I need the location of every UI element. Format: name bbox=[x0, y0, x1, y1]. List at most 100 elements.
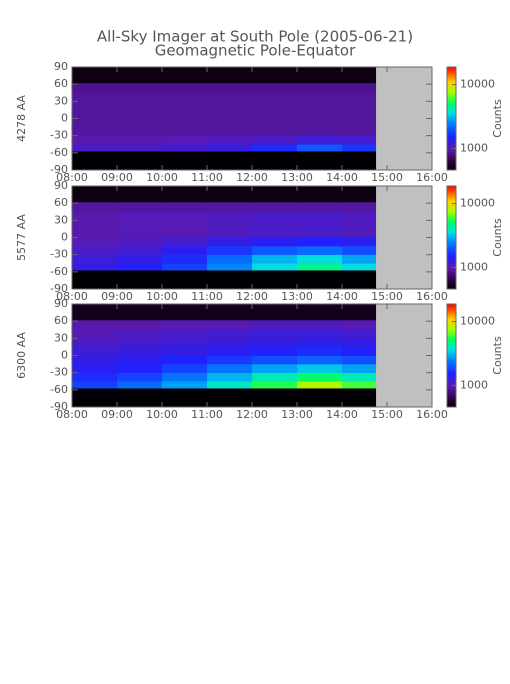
heatmap-cell bbox=[342, 237, 377, 247]
colorbar bbox=[446, 303, 457, 408]
heatmap-cell bbox=[162, 67, 208, 84]
y-tick-label: 30 bbox=[54, 213, 68, 226]
y-tick-label: -60 bbox=[50, 383, 68, 396]
heatmap-cell bbox=[252, 263, 298, 271]
heatmap-cell bbox=[72, 186, 118, 203]
y-tick-label: 30 bbox=[54, 94, 68, 107]
heatmap-cell bbox=[117, 246, 163, 255]
heatmap-cell bbox=[117, 338, 163, 348]
heatmap-cell bbox=[342, 109, 377, 119]
heatmap-cell bbox=[342, 304, 377, 321]
colorbar-tick-label: 10000 bbox=[460, 197, 495, 210]
heatmap-cell bbox=[117, 202, 163, 213]
heatmap-cell bbox=[162, 355, 208, 365]
x-tick-label: 10:00 bbox=[146, 290, 178, 303]
heatmap-cell bbox=[342, 329, 377, 339]
heatmap-cell bbox=[72, 151, 118, 171]
x-tick-label: 10:00 bbox=[146, 171, 178, 184]
no-data-region bbox=[375, 67, 432, 170]
heatmap-cell bbox=[117, 270, 163, 290]
y-tick-label: 60 bbox=[54, 77, 68, 90]
heatmap-cell bbox=[207, 228, 253, 238]
heatmap-cell bbox=[252, 118, 298, 128]
heatmap-cell bbox=[117, 186, 163, 203]
heatmap-cell bbox=[252, 364, 298, 373]
x-tick-label: 08:00 bbox=[56, 290, 88, 303]
heatmap-cell bbox=[252, 237, 298, 247]
heatmap-cell bbox=[117, 127, 163, 136]
heatmap-cell bbox=[72, 338, 118, 348]
x-tick-label: 16:00 bbox=[416, 290, 448, 303]
y-tick-label: -60 bbox=[50, 265, 68, 278]
heatmap-cell bbox=[207, 304, 253, 321]
y-tick-label: 90 bbox=[54, 179, 68, 192]
heatmap-cell bbox=[252, 151, 298, 171]
heatmap-cell bbox=[342, 144, 377, 152]
heatmap-cell bbox=[72, 118, 118, 128]
heatmap-cell bbox=[252, 211, 298, 221]
heatmap-cell bbox=[162, 186, 208, 203]
heatmap-cell bbox=[207, 237, 253, 247]
x-tick-label: 13:00 bbox=[281, 171, 313, 184]
x-tick-label: 08:00 bbox=[56, 171, 88, 184]
heatmap-cell bbox=[72, 101, 118, 111]
heatmap-cell bbox=[72, 92, 118, 102]
heatmap-cell bbox=[252, 355, 298, 365]
y-tick-label: 0 bbox=[61, 231, 68, 244]
x-tick-label: 16:00 bbox=[416, 408, 448, 421]
heatmap-cell bbox=[252, 246, 298, 255]
colorbar-label: Counts bbox=[491, 336, 504, 375]
no-data-region bbox=[375, 304, 432, 407]
heatmap-cell bbox=[207, 109, 253, 119]
heatmap-cell bbox=[297, 151, 343, 171]
heatmap-cell bbox=[117, 135, 163, 145]
heatmap-cell bbox=[162, 388, 208, 408]
heatmap-cell bbox=[162, 364, 208, 373]
heatmap-cell bbox=[117, 263, 163, 271]
colorbar-label: Counts bbox=[491, 218, 504, 257]
heatmap-cell bbox=[162, 202, 208, 213]
heatmap-cell bbox=[342, 151, 377, 171]
heatmap-cell bbox=[297, 372, 343, 382]
heatmap-cell bbox=[207, 329, 253, 339]
heatmap-cell bbox=[162, 246, 208, 255]
heatmap-cell bbox=[72, 346, 118, 356]
heatmap-cell bbox=[207, 263, 253, 271]
heatmap-cell bbox=[252, 144, 298, 152]
colorbar-tick-label: 10000 bbox=[460, 315, 495, 328]
heatmap-cell bbox=[207, 144, 253, 152]
heatmap-cell bbox=[297, 381, 343, 389]
heatmap-cell bbox=[207, 364, 253, 373]
heatmap-cell bbox=[162, 228, 208, 238]
heatmap-cell bbox=[162, 270, 208, 290]
heatmap-cell bbox=[72, 237, 118, 247]
heatmap-cell bbox=[297, 237, 343, 247]
heatmap-cell bbox=[252, 67, 298, 84]
heatmap-cell bbox=[117, 83, 163, 94]
colorbar bbox=[446, 185, 457, 290]
heatmap-cell bbox=[72, 202, 118, 213]
heatmap-cell bbox=[117, 151, 163, 171]
heatmap-cell bbox=[117, 320, 163, 331]
colorbar bbox=[446, 66, 457, 171]
heatmap-cell bbox=[297, 364, 343, 373]
heatmap-cell bbox=[342, 338, 377, 348]
heatmap-cell bbox=[252, 228, 298, 238]
heatmap-cell bbox=[72, 320, 118, 331]
heatmap-cell bbox=[297, 127, 343, 136]
heatmap-cell bbox=[342, 388, 377, 408]
heatmap-cell bbox=[162, 211, 208, 221]
heatmap-cell bbox=[117, 355, 163, 365]
y-tick-label: -90 bbox=[50, 282, 68, 295]
heatmap-cell bbox=[297, 186, 343, 203]
heatmap-cell bbox=[342, 202, 377, 213]
y-tick-label: -90 bbox=[50, 400, 68, 413]
heatmap-cell bbox=[342, 228, 377, 238]
heatmap-cell bbox=[252, 338, 298, 348]
heatmap-cell bbox=[162, 237, 208, 247]
heatmap-cell bbox=[342, 118, 377, 128]
heatmap-cell bbox=[207, 135, 253, 145]
heatmap-cell bbox=[117, 254, 163, 264]
heatmap-cell bbox=[297, 388, 343, 408]
